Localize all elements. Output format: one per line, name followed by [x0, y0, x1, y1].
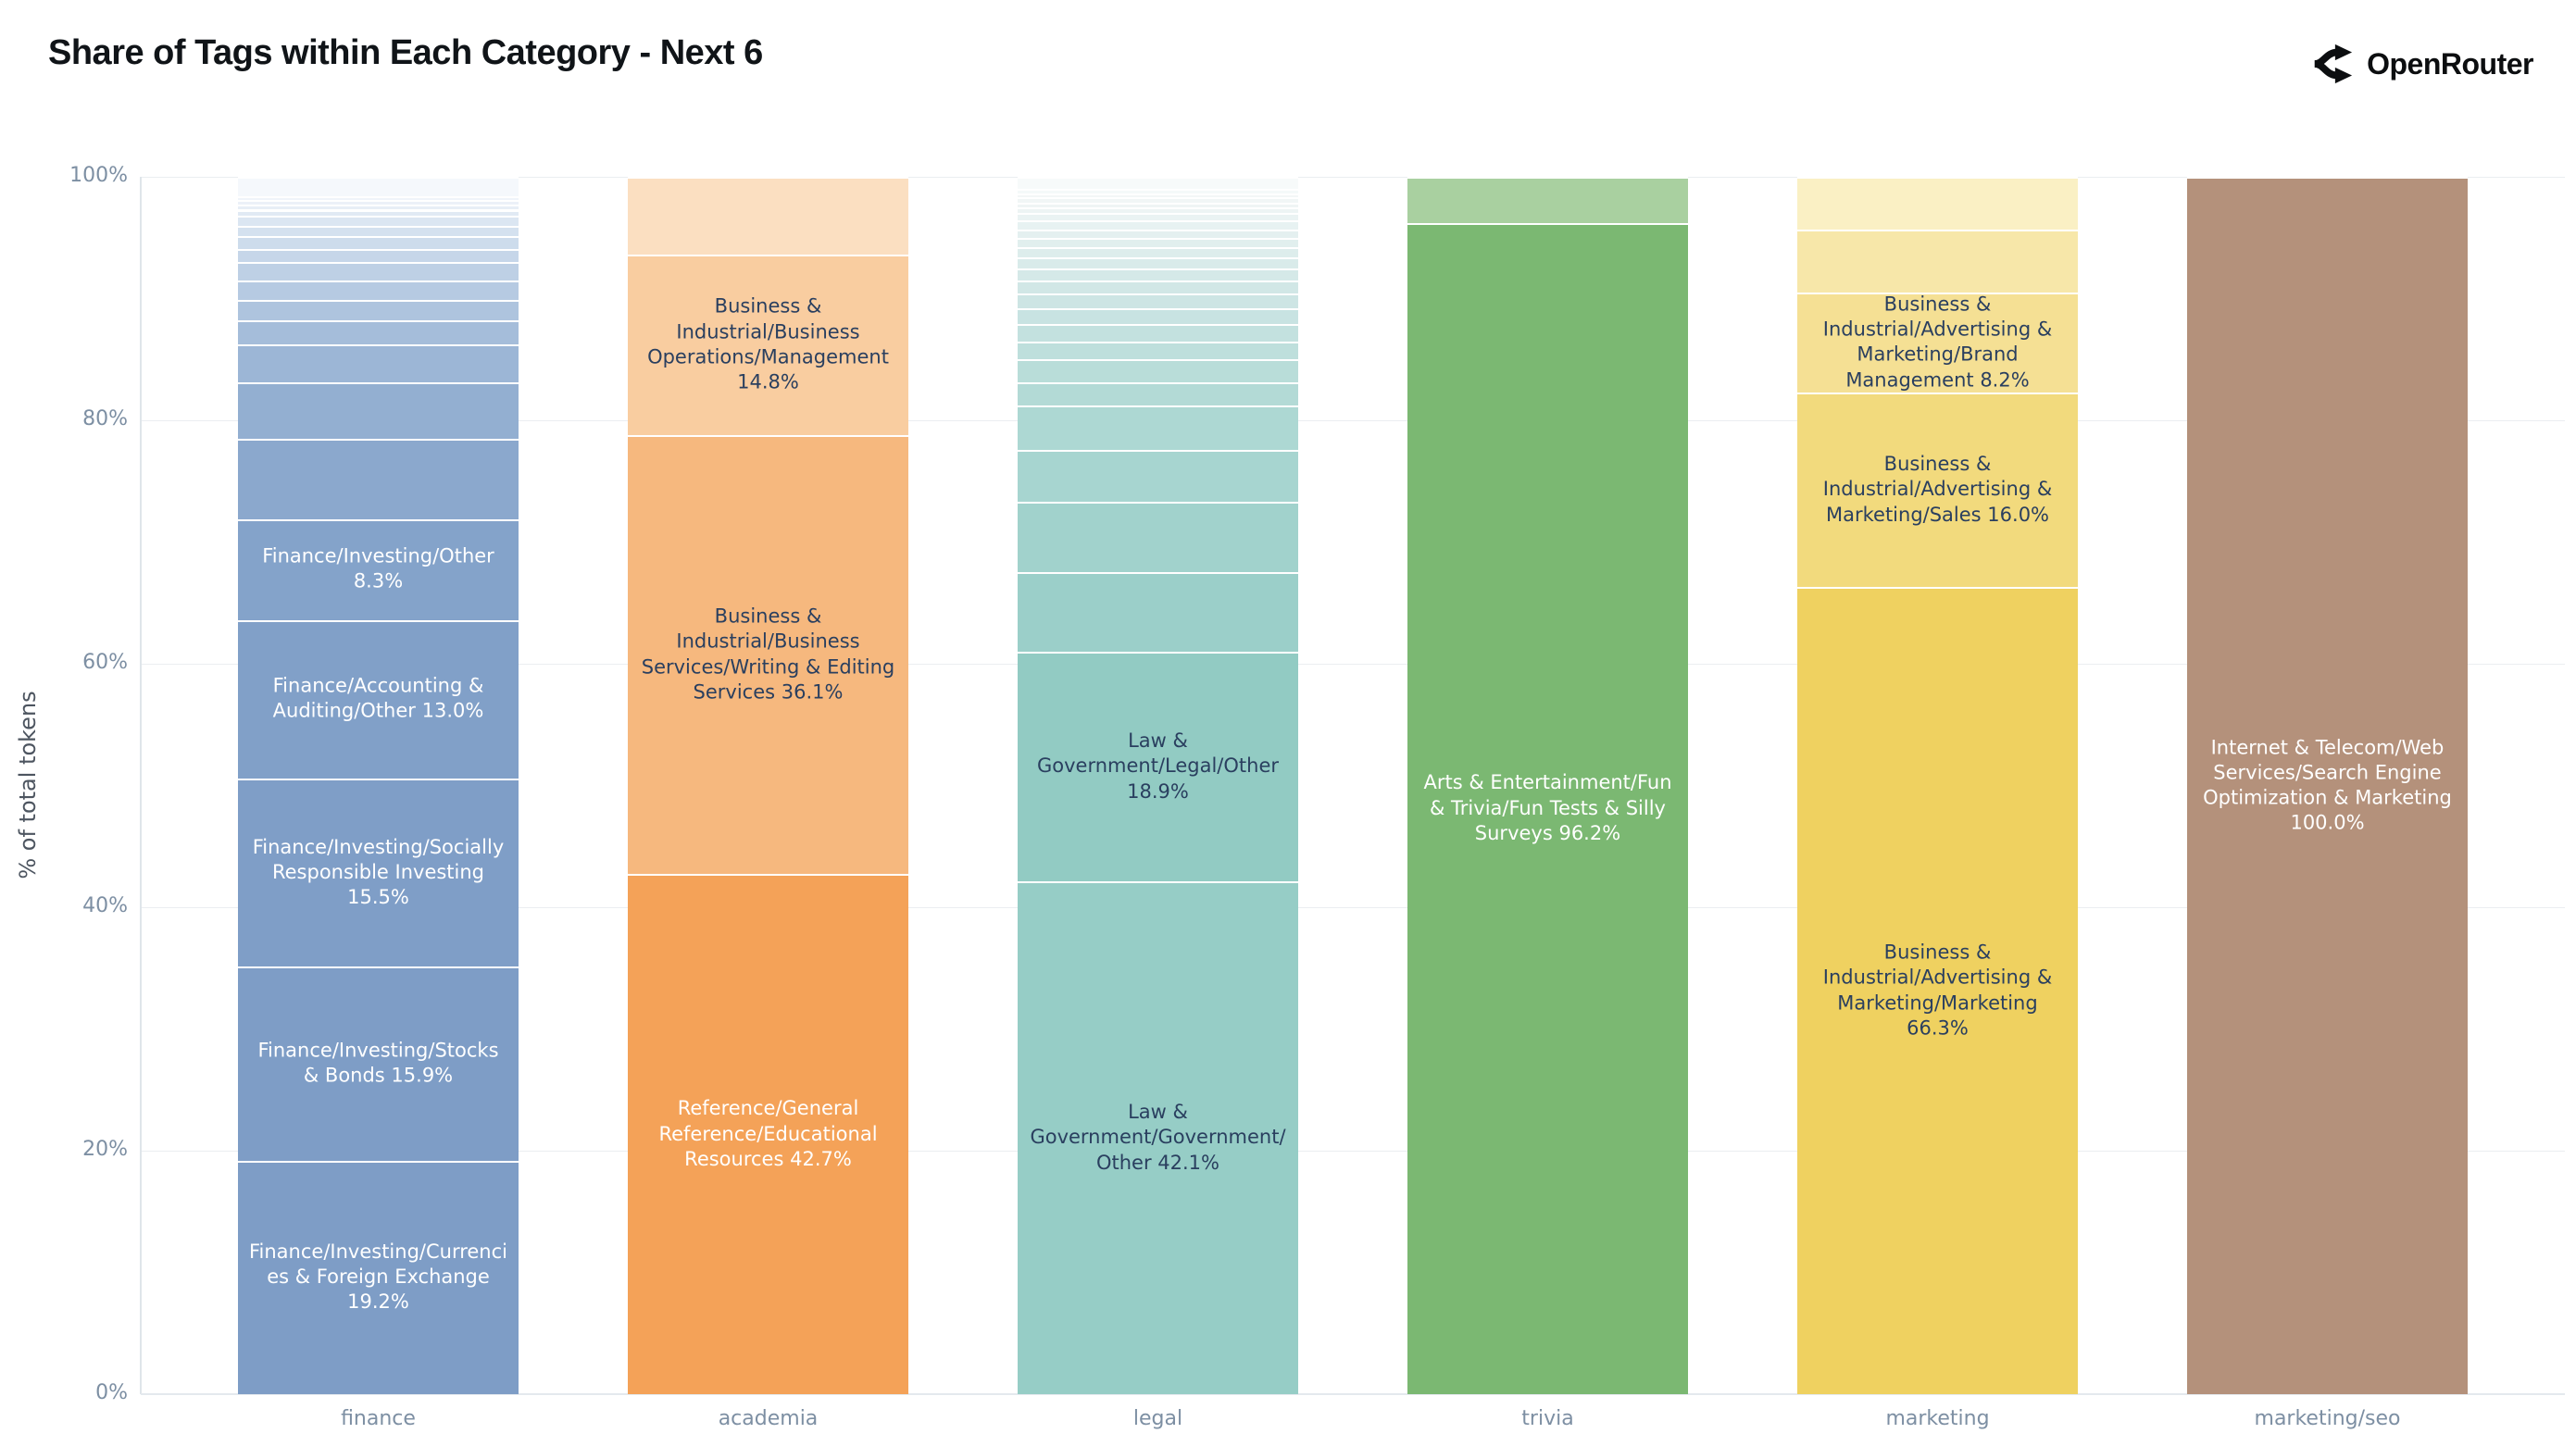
- bar-legal-segment-24[interactable]: [1018, 189, 1298, 193]
- y-tick-label-80pct: 80%: [82, 407, 128, 430]
- bar-finance-segment-1[interactable]: [238, 966, 519, 1161]
- segment-label-academia-2: Business & Industrial/Business Operation…: [647, 294, 889, 393]
- bar-legal-segment-19[interactable]: [1018, 213, 1298, 221]
- bar-legal-segment-14[interactable]: [1018, 256, 1298, 268]
- y-tick-label-0pct: 0%: [95, 1381, 128, 1404]
- bar-legal-segment-23[interactable]: [1018, 193, 1298, 198]
- segment-label-academia-1: Business & Industrial/Business Services/…: [641, 605, 895, 704]
- bar-finance-segment-16[interactable]: [238, 209, 519, 217]
- bar-finance-segment-8[interactable]: [238, 320, 519, 345]
- segment-label-legal-1: Law & Government/Legal/Other 18.9%: [1036, 729, 1280, 803]
- openrouter-logo: OpenRouter: [2311, 43, 2533, 85]
- chart-title: Share of Tags within Each Category - Nex…: [48, 33, 763, 72]
- bar-marketing-seo-segment-0[interactable]: [2187, 177, 2468, 1394]
- y-axis-title: % of total tokens: [15, 691, 41, 879]
- bar-legal-segment-22[interactable]: [1018, 197, 1298, 203]
- bar-finance-segment-12[interactable]: [238, 248, 519, 263]
- bar-finance-segment-3[interactable]: [238, 619, 519, 779]
- bar-marketing-segment-2[interactable]: [1797, 292, 2078, 393]
- gridline-60pct: [141, 663, 2565, 665]
- segment-label-marketing-2: Business & Industrial/Advertising & Mark…: [1822, 293, 2053, 392]
- segment-label-marketing-1: Business & Industrial/Advertising & Mark…: [1822, 453, 2053, 526]
- bar-finance-segment-17[interactable]: [238, 205, 519, 210]
- segment-label-finance-2: Finance/Investing/Socially Responsible I…: [252, 835, 505, 909]
- openrouter-fork-icon: [2311, 43, 2354, 85]
- bar-finance-segment-5[interactable]: [238, 438, 519, 519]
- bar-academia-segment-1[interactable]: [628, 434, 908, 875]
- bar-finance-segment-19[interactable]: [238, 196, 519, 200]
- bar-legal-segment-2[interactable]: [1018, 572, 1298, 652]
- bar-academia-segment-0[interactable]: [628, 874, 908, 1394]
- bar-finance-segment-0[interactable]: [238, 1160, 519, 1394]
- segment-label-legal-0: Law & Government/Government/Other 42.1%: [1030, 1101, 1286, 1174]
- bar-legal-segment-3[interactable]: [1018, 502, 1298, 573]
- bar-legal-segment-9[interactable]: [1018, 324, 1298, 342]
- x-tick-label-trivia: trivia: [1521, 1407, 1574, 1430]
- bar-marketing-segment-4[interactable]: [1797, 177, 2078, 230]
- segment-label-finance-1: Finance/Investing/Stocks & Bonds 15.9%: [257, 1039, 499, 1087]
- bar-legal-segment-20[interactable]: [1018, 206, 1298, 214]
- bar-legal-segment-25[interactable]: [1018, 177, 1298, 190]
- bar-legal-segment-0[interactable]: [1018, 881, 1298, 1394]
- gridline-40pct: [141, 906, 2565, 908]
- segment-label-finance-0: Finance/Investing/Currencies & Foreign E…: [248, 1240, 507, 1314]
- bar-marketing-segment-3[interactable]: [1797, 229, 2078, 293]
- bar-marketing-segment-0[interactable]: [1797, 587, 2078, 1394]
- bar-legal-segment-18[interactable]: [1018, 220, 1298, 230]
- gridline-80pct: [141, 419, 2565, 421]
- bar-legal-segment-1[interactable]: [1018, 651, 1298, 882]
- y-tick-label-40pct: 40%: [82, 894, 128, 917]
- bar-academia-segment-3[interactable]: [628, 177, 908, 256]
- bar-finance-segment-11[interactable]: [238, 262, 519, 280]
- y-tick-label-60pct: 60%: [82, 651, 128, 674]
- segment-label-marketing-seo-0: Internet & Telecom/Web Services/Search E…: [2203, 735, 2452, 834]
- bar-finance-segment-13[interactable]: [238, 236, 519, 249]
- bar-legal-segment-8[interactable]: [1018, 341, 1298, 360]
- bar-trivia-segment-1[interactable]: [1407, 177, 1688, 223]
- y-tick-label-100pct: 100%: [69, 164, 128, 187]
- gridline-20pct: [141, 1150, 2565, 1152]
- segment-label-academia-0: Reference/General Reference/Educational …: [658, 1097, 878, 1170]
- segment-label-finance-4: Finance/Investing/Other 8.3%: [262, 544, 494, 593]
- bar-finance-segment-20[interactable]: [238, 177, 519, 197]
- bar-finance-segment-9[interactable]: [238, 299, 519, 321]
- bar-finance-segment-14[interactable]: [238, 225, 519, 237]
- x-tick-label-marketing-seo: marketing/seo: [2254, 1407, 2401, 1430]
- bar-legal-segment-10[interactable]: [1018, 308, 1298, 325]
- x-tick-label-legal: legal: [1132, 1407, 1183, 1430]
- bar-academia-segment-2[interactable]: [628, 255, 908, 435]
- x-tick-label-finance: finance: [341, 1407, 416, 1430]
- openrouter-logo-text: OpenRouter: [2367, 46, 2533, 81]
- bar-legal-segment-6[interactable]: [1018, 382, 1298, 406]
- bar-finance-segment-15[interactable]: [238, 216, 519, 226]
- y-axis-line: [140, 177, 142, 1394]
- bar-legal-segment-21[interactable]: [1018, 202, 1298, 207]
- bar-legal-segment-17[interactable]: [1018, 229, 1298, 238]
- bar-finance-segment-2[interactable]: [238, 778, 519, 967]
- bar-trivia-segment-0[interactable]: [1407, 222, 1688, 1394]
- gridline-100pct: [141, 176, 2565, 178]
- bar-legal-segment-16[interactable]: [1018, 237, 1298, 248]
- bar-legal-segment-11[interactable]: [1018, 293, 1298, 308]
- bar-legal-segment-7[interactable]: [1018, 359, 1298, 383]
- segment-label-finance-3: Finance/Accounting & Auditing/Other 13.0…: [272, 674, 484, 723]
- y-tick-label-20pct: 20%: [82, 1138, 128, 1161]
- bar-legal-segment-4[interactable]: [1018, 449, 1298, 503]
- bar-legal-segment-15[interactable]: [1018, 247, 1298, 257]
- bar-legal-segment-5[interactable]: [1018, 405, 1298, 450]
- x-tick-label-marketing: marketing: [1885, 1407, 1990, 1430]
- x-tick-label-academia: academia: [718, 1407, 819, 1430]
- segment-label-trivia-0: Arts & Entertainment/Fun & Trivia/Fun Te…: [1423, 771, 1672, 845]
- bar-finance-segment-7[interactable]: [238, 344, 519, 383]
- bar-finance-segment-18[interactable]: [238, 199, 519, 206]
- bar-legal-segment-13[interactable]: [1018, 268, 1298, 280]
- bar-marketing-segment-1[interactable]: [1797, 392, 2078, 588]
- segment-label-marketing-0: Business & Industrial/Advertising & Mark…: [1822, 941, 2053, 1040]
- bar-finance-segment-4[interactable]: [238, 518, 519, 620]
- x-axis-line: [141, 1393, 2565, 1395]
- bar-finance-segment-10[interactable]: [238, 280, 519, 300]
- bar-finance-segment-6[interactable]: [238, 382, 519, 439]
- bar-legal-segment-12[interactable]: [1018, 280, 1298, 294]
